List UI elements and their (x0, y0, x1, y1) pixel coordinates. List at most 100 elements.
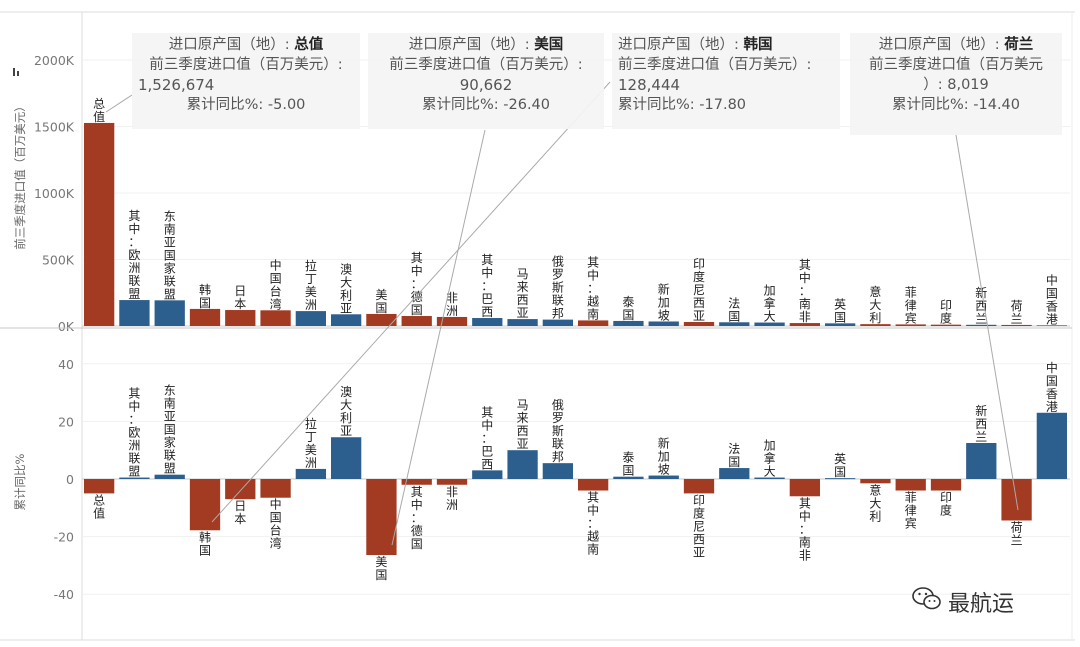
top-bar-label: 马来西亚 (517, 267, 529, 320)
callout-name: 美国 (534, 37, 564, 53)
bottom-bar (648, 475, 679, 479)
callout-leader-line (105, 94, 133, 113)
bottom-ytick-label: 20 (58, 414, 74, 429)
top-bar (648, 321, 679, 326)
callout-yoy: -26.40 (503, 97, 551, 113)
top-bar (154, 300, 185, 326)
top-bar-label: 东南亚国家联盟 (164, 209, 176, 301)
top-bar-label: 新西兰 (975, 285, 987, 326)
bottom-bar-label: 东南亚国家联盟 (164, 384, 176, 476)
watermark-text: 最航运 (948, 592, 1015, 617)
callout-leader-line (955, 134, 1019, 511)
bottom-bar (366, 479, 397, 556)
top-bar (683, 322, 715, 326)
bottom-bar-label: 其中：越南 (587, 491, 599, 557)
top-bar (542, 319, 573, 326)
top-bar-label: 法国 (728, 296, 740, 323)
callout-yoy-label: 累计同比%: (891, 97, 974, 113)
bottom-bar-label: 其中：南非 (799, 496, 811, 562)
filter-icon-bar (17, 71, 19, 76)
bottom-bar (225, 479, 256, 500)
callout-yoy: -17.80 (699, 97, 747, 113)
callout-label: 进口原产国（地）: (408, 37, 535, 53)
top-bar (930, 324, 962, 326)
callout-yoy: -14.40 (973, 97, 1021, 113)
top-ytick-label: 500K (42, 253, 75, 268)
top-bar-label: 非洲 (446, 291, 458, 318)
bottom-bar (930, 479, 962, 491)
top-bar-label: 拉丁美洲 (305, 258, 317, 312)
bottom-bar (789, 479, 820, 497)
top-ytick-label: 1000K (34, 186, 75, 201)
bottom-ytick-label: -20 (54, 530, 74, 545)
top-bar (366, 313, 397, 326)
bottom-bar (860, 479, 891, 484)
bottom-bar-label: 澳大利亚 (340, 385, 352, 438)
bottom-bar-label: 韩国 (199, 529, 211, 557)
top-bar-label: 加拿大 (764, 284, 776, 324)
top-bar-label: 印度 (940, 299, 952, 326)
top-bar (966, 324, 997, 326)
callout-value: 1,526,674 (138, 76, 215, 94)
bottom-bar-label: 印度尼西亚 (693, 493, 705, 559)
bottom-bar-label: 泰国 (622, 451, 634, 478)
top-bar-label: 俄罗斯联邦 (552, 255, 564, 321)
callout-metric: 前三季度进口值（百万美元）: (389, 57, 583, 73)
bottom-bar-label: 中国台湾 (270, 497, 282, 551)
callout-metric: 前三季度进口值（百万美元）: (149, 57, 343, 73)
top-bar-label: 其中：欧洲联盟 (128, 209, 140, 301)
top-bar (331, 314, 362, 326)
bottom-ylabel: 累计同比% (13, 453, 27, 510)
callout-value: 8,019 (947, 77, 989, 93)
wechat-icon (912, 586, 942, 618)
bottom-bar (260, 479, 291, 498)
bottom-bar (119, 477, 150, 479)
bottom-bar-label: 新加坡 (658, 436, 670, 477)
bottom-bar (331, 437, 362, 479)
top-bar-label: 日本 (234, 284, 246, 311)
bottom-bar-label: 日本 (234, 499, 246, 526)
callout-usa: 进口原产国（地）: 美国 前三季度进口值（百万美元）: 90,662 累计同比%… (368, 33, 604, 129)
bottom-bar (613, 476, 644, 479)
bottom-bar-label: 意大利 (869, 482, 881, 523)
filter-icon (13, 68, 15, 76)
top-bar (1036, 325, 1067, 326)
top-bar (1001, 324, 1032, 326)
callout-name: 韩国 (743, 37, 773, 53)
callout-korea: 进口原产国（地）: 韩国 前三季度进口值（百万美元）: 128,444 累计同比… (612, 33, 840, 129)
callout-yoy-label: 累计同比%: (421, 97, 504, 113)
bottom-bar (895, 479, 926, 491)
top-bar-label: 菲律宾 (905, 285, 917, 325)
bottom-ytick-label: 40 (58, 357, 74, 372)
top-bar-label: 新加坡 (658, 281, 670, 322)
bottom-bar (295, 468, 326, 479)
bottom-bar-label: 中国香港 (1046, 360, 1058, 414)
bottom-bar (507, 450, 538, 479)
callout-leader-line (391, 129, 486, 546)
top-bar (189, 308, 221, 326)
top-bar-label: 澳大利亚 (340, 262, 352, 315)
watermark: 最航运 (912, 586, 1014, 618)
callout-value: 128,444 (618, 76, 681, 94)
bottom-bar (436, 479, 468, 485)
bottom-bar-label: 印度 (940, 491, 952, 518)
bottom-bar-label: 荷兰 (1011, 520, 1023, 547)
top-ytick-label: 0K (58, 319, 75, 334)
top-bar (754, 322, 785, 326)
top-bar (401, 316, 432, 326)
bottom-bar-label: 总值 (93, 493, 105, 520)
bottom-bar-label: 非洲 (446, 485, 458, 512)
callout-label: 进口原产国（地）: (878, 37, 1005, 53)
bottom-bar (825, 478, 856, 480)
callout-total: 进口原产国（地）: 总值 前三季度进口值（百万美元）: 1,526,674 累计… (132, 33, 360, 129)
top-bar-label: 意大利 (869, 284, 881, 325)
top-bar-label: 中国香港 (1046, 272, 1058, 326)
top-bar (507, 319, 538, 326)
bottom-bar (1036, 412, 1067, 479)
bottom-ytick-label: 0 (66, 472, 74, 487)
top-bar (895, 324, 926, 326)
top-ytick-label: 1500K (34, 120, 75, 135)
bottom-bar-label: 马来西亚 (517, 398, 529, 451)
bottom-bar (542, 463, 573, 479)
top-bar-label: 英国 (834, 297, 846, 324)
